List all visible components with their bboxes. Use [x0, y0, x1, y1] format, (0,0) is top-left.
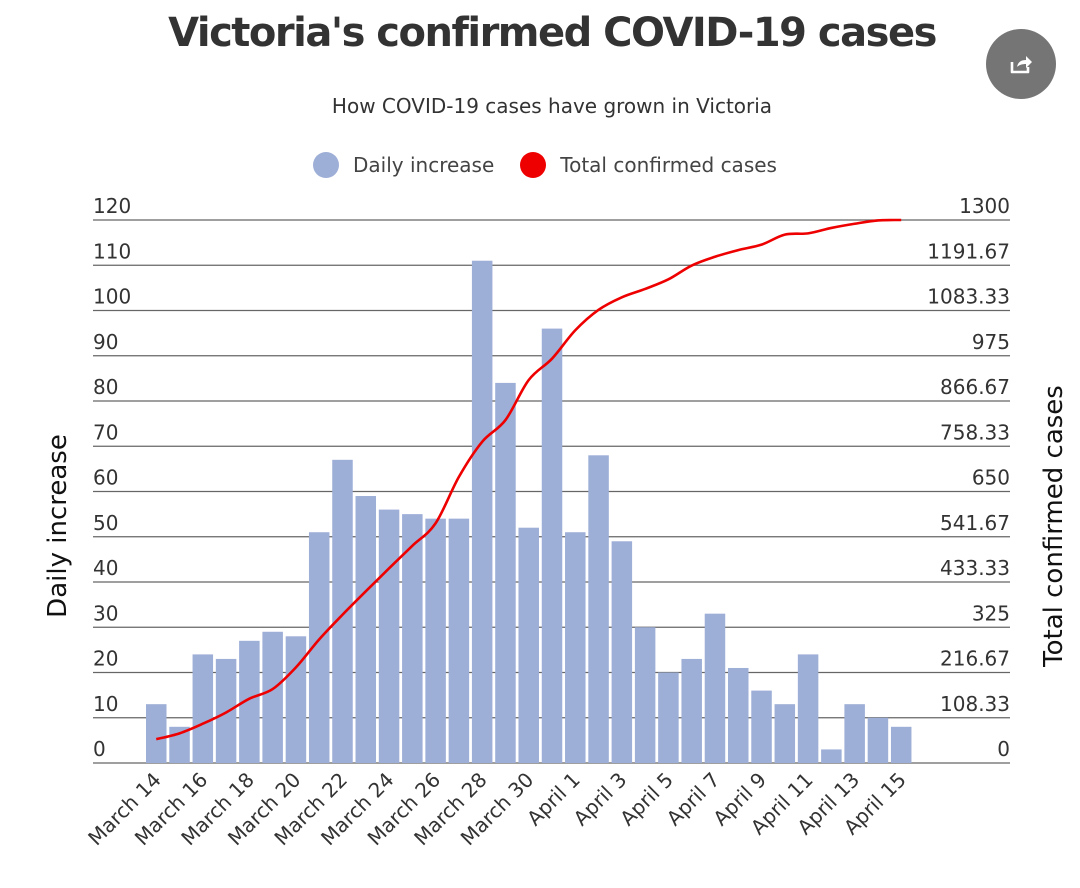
legend-marker-daily-increase — [313, 152, 340, 178]
total-cases-line[interactable] — [155, 218, 902, 741]
bar[interactable] — [541, 328, 563, 763]
bar[interactable] — [611, 541, 633, 763]
y-tick-label: 30 — [93, 601, 118, 625]
bar[interactable] — [192, 654, 214, 763]
bar[interactable] — [797, 654, 819, 763]
y2-tick-label: 216.67 — [940, 647, 1010, 671]
bar[interactable] — [634, 627, 656, 763]
bar[interactable] — [728, 667, 749, 763]
bar[interactable] — [658, 672, 679, 764]
y-tick-label: 50 — [93, 511, 118, 535]
y2-tick-label: 866.67 — [940, 375, 1010, 399]
y-tick-label: 20 — [93, 647, 118, 671]
left-axis-ticks: 0 10 20 30 40 50 60 70 80 90 100 110 120 — [93, 194, 131, 761]
chart-title: Victoria's confirmed COVID-19 cases — [168, 10, 937, 56]
y-tick-label: 10 — [93, 692, 118, 716]
line-series-total-cases — [155, 218, 902, 741]
bar[interactable] — [704, 613, 726, 763]
y2-tick-label: 0 — [997, 737, 1010, 761]
legend-marker-total-cases — [520, 152, 547, 178]
bar[interactable] — [774, 704, 796, 763]
y2-tick-label: 108.33 — [940, 692, 1010, 716]
bar[interactable] — [378, 509, 400, 763]
y-tick-label: 40 — [93, 556, 118, 580]
bar[interactable] — [588, 455, 609, 763]
y2-axis-label: Total confirmed cases — [1039, 385, 1069, 668]
bar[interactable] — [681, 658, 702, 763]
y-tick-label: 80 — [93, 375, 118, 399]
share-icon — [1010, 56, 1032, 74]
bar[interactable] — [821, 749, 842, 763]
y-tick-label: 90 — [93, 330, 118, 354]
y-tick-label: 70 — [93, 420, 118, 444]
bar[interactable] — [565, 532, 586, 763]
y2-tick-label: 433.33 — [940, 556, 1010, 580]
right-axis-ticks: 0 108.33 216.67 325 433.33 541.67 650 758.33 866… — [927, 194, 1010, 761]
legend-item-daily-increase[interactable]: Daily increase — [313, 152, 494, 178]
bar[interactable] — [518, 527, 539, 763]
y-axis-label: Daily increase — [43, 434, 73, 618]
y-tick-label: 110 — [93, 239, 131, 263]
legend-label-total-cases: Total confirmed cases — [560, 153, 777, 177]
bar[interactable] — [495, 382, 516, 763]
share-button[interactable] — [986, 29, 1056, 99]
y2-tick-label: 541.67 — [940, 511, 1010, 535]
bar[interactable] — [751, 690, 772, 763]
bar[interactable] — [285, 636, 307, 763]
bar[interactable] — [890, 726, 912, 763]
bar[interactable] — [215, 658, 237, 763]
bar[interactable] — [308, 532, 330, 763]
legend-label-daily-increase: Daily increase — [353, 153, 495, 177]
chart-subtitle: How COVID-19 cases have grown in Victori… — [331, 94, 773, 118]
bar[interactable] — [262, 631, 283, 763]
bar[interactable] — [471, 260, 493, 763]
bar[interactable] — [146, 704, 167, 763]
bar[interactable] — [355, 496, 377, 763]
y2-tick-label: 650 — [972, 466, 1010, 490]
bar[interactable] — [867, 717, 889, 763]
bar[interactable] — [425, 518, 446, 763]
y-tick-label: 0 — [93, 737, 106, 761]
y2-tick-label: 975 — [972, 330, 1010, 354]
bar[interactable] — [332, 459, 353, 763]
y2-tick-label: 1191.67 — [927, 239, 1010, 263]
legend-item-total-cases[interactable]: Total confirmed cases — [520, 152, 777, 178]
y2-tick-label: 758.33 — [940, 420, 1010, 444]
y2-tick-label: 325 — [972, 601, 1010, 625]
y2-tick-label: 1300 — [959, 194, 1010, 218]
y-tick-label: 60 — [93, 466, 118, 490]
y-tick-label: 120 — [93, 194, 131, 218]
bar[interactable] — [448, 518, 470, 763]
bar[interactable] — [844, 704, 865, 763]
chart-legend: Daily increase Total confirmed cases — [0, 152, 1080, 178]
bar[interactable] — [402, 514, 423, 763]
y-tick-label: 100 — [93, 285, 131, 309]
bar-series-daily-increase — [146, 260, 912, 764]
bar[interactable] — [239, 640, 260, 763]
y2-tick-label: 1083.33 — [927, 285, 1010, 309]
